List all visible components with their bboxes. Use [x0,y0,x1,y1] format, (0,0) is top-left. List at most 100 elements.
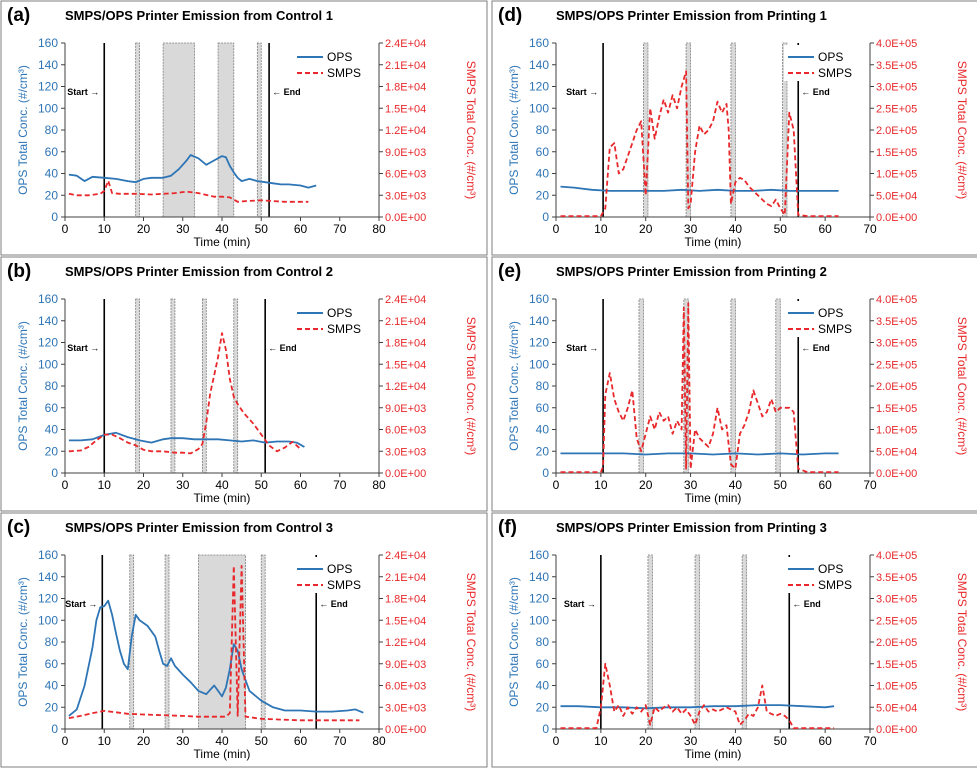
shaded-region [730,298,736,474]
y-right-tick-label: 2.4E+04 [385,294,426,306]
chart-panel-f: (f) SMPS/OPS Printer Emission from Printi… [491,512,977,768]
x-tick-label: 80 [372,478,386,492]
x-tick-label: 0 [62,478,69,492]
y-left-tick-label: 40 [45,423,59,437]
x-tick-label: 40 [729,734,743,748]
y-left-tick-label: 40 [536,679,550,693]
chart-panel-c: (c) SMPS/OPS Printer Emission from Contro… [0,512,488,768]
y-right-tick-label: 2.5E+05 [876,615,917,627]
y-left-tick-label: 120 [38,592,58,606]
y-right-tick-label: 2.5E+05 [876,103,917,115]
y-left-tick-label: 140 [529,570,549,584]
legend-label-smps: SMPS [327,66,361,80]
legend-label-ops: OPS [327,50,352,64]
y-left-axis-label: OPS Total Conc. (#/cm³) [16,65,30,195]
y-right-tick-label: 1.0E+05 [876,425,917,437]
shaded-region [256,42,262,218]
shaded-region [170,298,176,474]
y-left-tick-label: 40 [45,167,59,181]
x-axis-label: Time (min) [685,747,742,761]
y-left-tick-label: 0 [51,466,58,480]
y-right-tick-label: 1.5E+04 [385,103,426,115]
y-left-tick-label: 160 [38,548,58,562]
y-left-axis-label: OPS Total Conc. (#/cm³) [507,65,521,195]
x-tick-label: 40 [729,222,743,236]
x-tick-label: 70 [333,222,347,236]
x-tick-label: 0 [62,222,69,236]
y-left-tick-label: 80 [536,379,550,393]
shaded-region [201,298,207,474]
y-left-tick-label: 160 [529,292,549,306]
y-right-tick-label: 3.5E+05 [876,316,917,328]
legend-box [293,45,377,81]
x-axis-label: Time (min) [685,235,742,249]
series-line-smps [560,662,835,730]
y-left-tick-label: 100 [38,101,58,115]
y-left-tick-label: 80 [45,379,59,393]
x-axis-label: Time (min) [194,747,251,761]
end-annotation: ← End [801,87,830,97]
x-tick-label: 10 [98,222,112,236]
y-left-tick-label: 100 [38,613,58,627]
shaded-region [135,42,140,218]
panel-label: (e) [498,261,521,282]
x-tick-label: 30 [684,734,698,748]
y-right-axis-label: SMPS Total Conc. (#/cm³) [464,61,478,199]
chart-title: SMPS/OPS Printer Emission from Control 1 [65,8,333,23]
y-right-tick-label: 3.0E+05 [876,594,917,606]
y-right-tick-label: 9.0E+03 [385,659,426,671]
x-tick-label: 50 [255,734,269,748]
legend-label-smps: SMPS [818,322,852,336]
panel-label: (d) [498,5,522,26]
shaded-region [217,42,235,218]
y-right-tick-label: 1.0E+05 [876,681,917,693]
y-right-tick-label: 0.0E+00 [385,212,426,224]
y-right-axis-label: SMPS Total Conc. (#/cm³) [464,317,478,455]
y-right-tick-label: 2.0E+05 [876,125,917,137]
chart-title: SMPS/OPS Printer Emission from Control 2 [65,264,333,279]
x-tick-label: 20 [137,734,151,748]
series-line-ops [68,431,305,448]
y-left-tick-label: 40 [45,679,59,693]
y-left-tick-label: 100 [38,357,58,371]
y-left-tick-label: 60 [45,401,59,415]
y-right-tick-label: 1.2E+04 [385,381,426,393]
series-line-ops [560,452,839,456]
y-left-tick-label: 0 [51,722,58,736]
x-tick-label: 80 [372,222,386,236]
y-right-tick-label: 2.0E+05 [876,637,917,649]
y-right-tick-label: 5.0E+04 [876,446,917,458]
series-line-smps [560,70,839,218]
y-left-tick-label: 160 [38,292,58,306]
y-left-tick-label: 160 [529,548,549,562]
y-right-tick-label: 6.0E+03 [385,681,426,693]
x-tick-label: 50 [255,222,269,236]
y-right-tick-label: 9.0E+03 [385,147,426,159]
shaded-region [694,554,700,730]
legend-label-smps: SMPS [327,578,361,592]
y-right-tick-label: 1.5E+04 [385,615,426,627]
y-left-tick-label: 120 [38,336,58,350]
x-tick-label: 20 [137,478,151,492]
y-left-tick-label: 20 [536,188,550,202]
x-tick-label: 0 [553,734,560,748]
y-left-tick-label: 60 [536,401,550,415]
y-right-tick-label: 3.5E+05 [876,60,917,72]
y-left-tick-label: 40 [536,423,550,437]
y-left-tick-label: 20 [45,444,59,458]
x-tick-label: 60 [818,222,832,236]
y-right-tick-label: 2.4E+04 [385,38,426,50]
y-left-tick-label: 160 [38,36,58,50]
end-annotation: ← End [319,599,348,609]
end-annotation: ← End [268,343,297,353]
start-annotation: Start → [67,343,99,353]
y-right-tick-label: 3.0E+03 [385,702,426,714]
y-left-tick-label: 80 [536,635,550,649]
x-axis-label: Time (min) [194,491,251,505]
x-tick-label: 60 [294,734,308,748]
y-left-tick-label: 140 [38,58,58,72]
y-left-tick-label: 60 [45,657,59,671]
x-tick-label: 60 [818,478,832,492]
y-right-tick-label: 2.1E+04 [385,572,426,584]
